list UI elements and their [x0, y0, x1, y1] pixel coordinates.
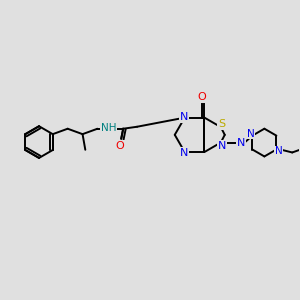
Text: N: N: [218, 140, 226, 151]
Text: N: N: [179, 148, 188, 158]
Text: N: N: [247, 129, 254, 139]
Text: N: N: [179, 112, 188, 122]
Text: N: N: [274, 146, 282, 157]
Text: N: N: [236, 138, 245, 148]
Text: S: S: [218, 119, 225, 129]
Text: O: O: [116, 141, 124, 151]
Text: NH: NH: [100, 123, 116, 133]
Text: O: O: [197, 92, 206, 102]
